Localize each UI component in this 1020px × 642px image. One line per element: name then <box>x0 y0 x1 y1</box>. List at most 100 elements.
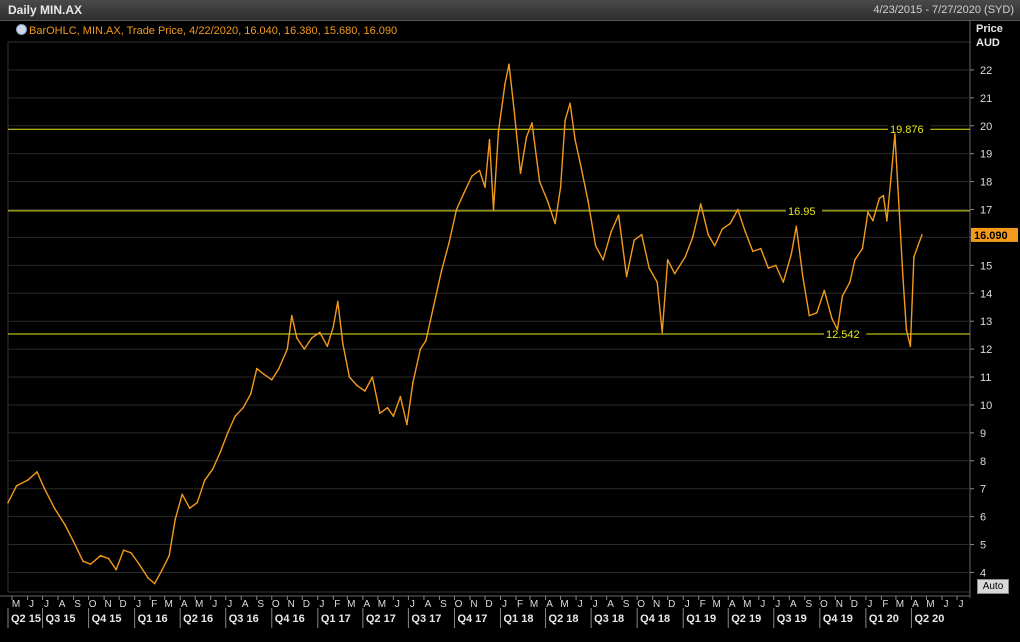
quarter-tick-label: Q2 18 <box>549 613 579 625</box>
price-point <box>808 314 811 317</box>
price-point <box>337 300 339 303</box>
month-tick-label: J <box>760 599 765 610</box>
price-point <box>463 192 465 194</box>
month-tick-label: A <box>181 599 188 610</box>
price-point <box>546 200 549 202</box>
price-point <box>226 432 229 434</box>
level-label: 19.876 <box>890 124 924 136</box>
price-point <box>64 524 66 526</box>
price-point <box>211 468 214 471</box>
month-tick-label: A <box>607 599 614 610</box>
price-point <box>909 345 912 348</box>
price-point <box>7 501 9 504</box>
quarter-tick-label: Q2 15 <box>11 613 41 625</box>
price-point <box>729 222 732 225</box>
month-tick-label: J <box>410 599 415 610</box>
price-point <box>342 342 344 345</box>
price-point <box>168 554 170 557</box>
month-tick-label: J <box>136 599 141 610</box>
y-tick-label: 22 <box>980 65 992 77</box>
y-tick-label: 19 <box>980 149 992 161</box>
month-tick-label: M <box>195 599 203 610</box>
price-point <box>882 194 885 197</box>
y-tick-label: 4 <box>980 567 986 579</box>
y-tick-label: 11 <box>980 372 991 384</box>
auto-scale-button[interactable]: Auto <box>977 579 1009 594</box>
price-point <box>890 178 892 180</box>
month-tick-label: O <box>455 599 463 610</box>
y-tick-label: 10 <box>980 400 992 412</box>
price-series-line <box>7 63 923 585</box>
month-tick-label: M <box>896 599 904 610</box>
month-tick-label: D <box>668 599 675 610</box>
quarter-tick-label: Q1 19 <box>686 613 716 625</box>
legend-settings-icon[interactable] <box>16 24 27 35</box>
price-point <box>26 479 29 482</box>
price-point <box>471 175 473 177</box>
price-point <box>602 259 604 261</box>
price-point <box>921 234 923 236</box>
month-tick-label: M <box>12 599 20 610</box>
month-tick-label: J <box>943 599 948 610</box>
month-tick-label: J <box>29 599 34 610</box>
month-tick-label: O <box>89 599 97 610</box>
price-point <box>625 275 628 278</box>
price-point <box>886 219 888 222</box>
price-point <box>36 471 38 473</box>
price-point <box>504 83 506 85</box>
date-range: 4/23/2015 - 7/27/2020 (SYD) <box>873 4 1014 16</box>
price-point <box>72 540 75 543</box>
window-titlebar: Daily MIN.AX 4/23/2015 - 7/27/2020 (SYD) <box>0 0 1020 21</box>
price-point <box>386 406 389 409</box>
month-tick-label: S <box>623 599 630 610</box>
price-point <box>760 247 762 250</box>
quarter-tick-label: Q4 19 <box>823 613 853 625</box>
quarter-tick-label: Q2 17 <box>366 613 396 625</box>
price-point <box>53 507 56 510</box>
price-point <box>878 197 881 200</box>
price-point <box>440 270 443 272</box>
month-tick-label: A <box>242 599 249 610</box>
y-tick-label: 17 <box>980 205 992 217</box>
y-tick-label: 7 <box>980 484 986 496</box>
price-point <box>513 108 515 110</box>
month-tick-label: O <box>637 599 645 610</box>
month-tick-label: M <box>743 599 751 610</box>
y-tick-label: 18 <box>980 177 992 189</box>
price-point <box>525 136 528 138</box>
price-point <box>790 253 793 255</box>
month-tick-label: F <box>151 599 157 610</box>
price-point <box>219 451 221 454</box>
y-tick-label: 15 <box>980 260 992 272</box>
price-point <box>721 228 723 230</box>
price-point <box>594 245 597 247</box>
level-label-bg <box>786 203 822 217</box>
price-point <box>138 563 140 565</box>
price-point <box>130 552 132 554</box>
price-point <box>419 348 422 350</box>
price-point <box>617 214 620 216</box>
level-label: 12.542 <box>826 329 860 341</box>
price-point <box>752 250 754 253</box>
price-point <box>181 493 183 496</box>
price-point <box>854 259 856 261</box>
legend-text: BarOHLC, MIN.AX, Trade Price, 4/22/2020,… <box>29 25 398 37</box>
price-point <box>153 582 156 585</box>
price-point <box>255 367 258 370</box>
price-point <box>564 119 566 121</box>
month-tick-label: M <box>347 599 355 610</box>
price-point <box>816 312 818 314</box>
price-point <box>291 314 293 317</box>
price-point <box>484 186 486 188</box>
y-tick-label: 9 <box>980 428 986 440</box>
month-tick-label: J <box>593 599 598 610</box>
price-point <box>379 412 381 415</box>
quarter-tick-label: Q1 20 <box>869 613 899 625</box>
price-point <box>656 281 658 283</box>
series-legend[interactable]: BarOHLC, MIN.AX, Trade Price, 4/22/2020,… <box>16 24 397 37</box>
price-axis-header: Price AUD <box>976 22 1003 50</box>
price-point <box>913 256 915 258</box>
price-point <box>699 203 702 205</box>
price-point <box>497 130 500 133</box>
